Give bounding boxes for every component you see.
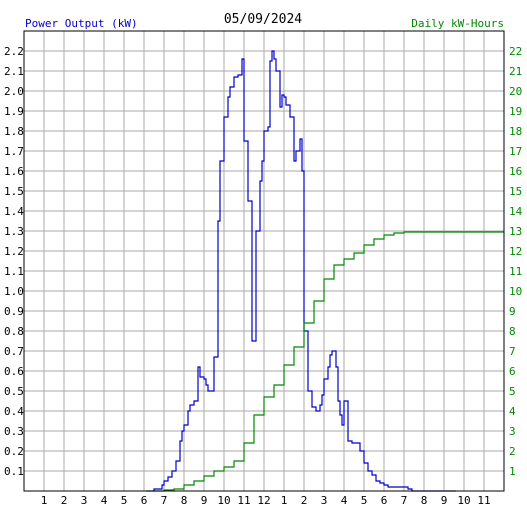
y-right-tick-label: 12 bbox=[509, 245, 522, 258]
y-left-tick-label: 2.0 bbox=[4, 85, 24, 98]
y-right-tick-label: 14 bbox=[509, 205, 523, 218]
y-right-tick-label: 2 bbox=[509, 445, 516, 458]
x-tick-label: 1 bbox=[41, 494, 48, 507]
y-left-tick-label: 1.7 bbox=[4, 145, 24, 158]
x-tick-label: 6 bbox=[141, 494, 148, 507]
y-right-tick-label: 19 bbox=[509, 105, 522, 118]
y-left-tick-label: 1.4 bbox=[4, 205, 24, 218]
x-tick-label: 11 bbox=[237, 494, 250, 507]
y-left-tick-label: 0.8 bbox=[4, 325, 24, 338]
series-group bbox=[146, 50, 504, 492]
y-right-tick-label: 3 bbox=[509, 425, 516, 438]
right-axis-label: Daily kW-Hours bbox=[411, 17, 504, 30]
x-tick-label: 11 bbox=[477, 494, 490, 507]
y-right-tick-label: 15 bbox=[509, 185, 522, 198]
y-right-tick-label: 20 bbox=[509, 85, 522, 98]
y-right-tick-label: 11 bbox=[509, 265, 522, 278]
daily-kwh-line bbox=[154, 231, 504, 492]
x-tick-label: 2 bbox=[301, 494, 308, 507]
left-axis-label: Power Output (kW) bbox=[25, 17, 138, 30]
y-left-tick-label: 1.6 bbox=[4, 165, 24, 178]
y-left-tick-label: 1.2 bbox=[4, 245, 24, 258]
y-left-tick-label: 1.3 bbox=[4, 225, 24, 238]
y-right-tick-label: 10 bbox=[509, 285, 522, 298]
y-left-tick-label: 0.3 bbox=[4, 425, 24, 438]
y-left-tick-label: 1.9 bbox=[4, 105, 24, 118]
y-left-tick-label: 1.8 bbox=[4, 125, 24, 138]
x-tick-label: 10 bbox=[217, 494, 230, 507]
y-right-tick-label: 8 bbox=[509, 325, 516, 338]
y-right-tick-label: 16 bbox=[509, 165, 522, 178]
y-left-tick-label: 1.0 bbox=[4, 285, 24, 298]
x-tick-label: 3 bbox=[81, 494, 88, 507]
y-left-tick-label: 1.5 bbox=[4, 185, 24, 198]
x-tick-label: 5 bbox=[121, 494, 128, 507]
x-tick-label: 9 bbox=[201, 494, 208, 507]
plot-frame bbox=[23, 30, 505, 492]
chart-title: 05/09/2024 bbox=[224, 12, 302, 27]
y-left-tick-label: 0.7 bbox=[4, 345, 24, 358]
x-tick-label: 8 bbox=[181, 494, 188, 507]
y-left-tick-label: 0.2 bbox=[4, 445, 24, 458]
y-left-tick-label: 0.4 bbox=[4, 405, 24, 418]
y-left-tick-label: 2.1 bbox=[4, 65, 24, 78]
y-right-tick-label: 7 bbox=[509, 345, 516, 358]
x-tick-label: 9 bbox=[441, 494, 448, 507]
y-right-tick-label: 22 bbox=[509, 45, 522, 58]
y-left-tick-label: 0.5 bbox=[4, 385, 24, 398]
x-tick-label: 2 bbox=[61, 494, 68, 507]
y-left-tick-label: 1.1 bbox=[4, 265, 24, 278]
y-right-tick-label: 18 bbox=[509, 125, 522, 138]
x-tick-label: 7 bbox=[401, 494, 408, 507]
x-tick-label: 7 bbox=[161, 494, 168, 507]
grid bbox=[24, 31, 504, 491]
y-right-tick-label: 13 bbox=[509, 225, 522, 238]
y-left-tick-label: 0.9 bbox=[4, 305, 24, 318]
x-tick-label: 3 bbox=[321, 494, 328, 507]
power-output-line bbox=[146, 50, 456, 492]
y-left-tick-label: 0.6 bbox=[4, 365, 24, 378]
y-right-tick-label: 1 bbox=[509, 465, 516, 478]
y-right-tick-label: 5 bbox=[509, 385, 516, 398]
x-tick-label: 12 bbox=[257, 494, 270, 507]
x-tick-label: 4 bbox=[341, 494, 348, 507]
x-tick-label: 5 bbox=[361, 494, 368, 507]
y-right-tick-label: 17 bbox=[509, 145, 522, 158]
y-right-tick-label: 4 bbox=[509, 405, 516, 418]
x-tick-label: 10 bbox=[457, 494, 470, 507]
y-left-tick-label: 2.2 bbox=[4, 45, 24, 58]
x-tick-label: 8 bbox=[421, 494, 428, 507]
y-right-tick-label: 6 bbox=[509, 365, 516, 378]
axis-ticks: 0.1 0.2 0.3 0.4 0.5 0.6 0.7 0.8 0.9 1.0 1.1 1.2 1.3 1… bbox=[4, 45, 523, 507]
x-tick-label: 4 bbox=[101, 494, 108, 507]
y-right-tick-label: 21 bbox=[509, 65, 522, 78]
x-tick-label: 1 bbox=[281, 494, 288, 507]
y-right-tick-label: 9 bbox=[509, 305, 516, 318]
x-tick-label: 6 bbox=[381, 494, 388, 507]
y-left-tick-label: 0.1 bbox=[4, 465, 24, 478]
